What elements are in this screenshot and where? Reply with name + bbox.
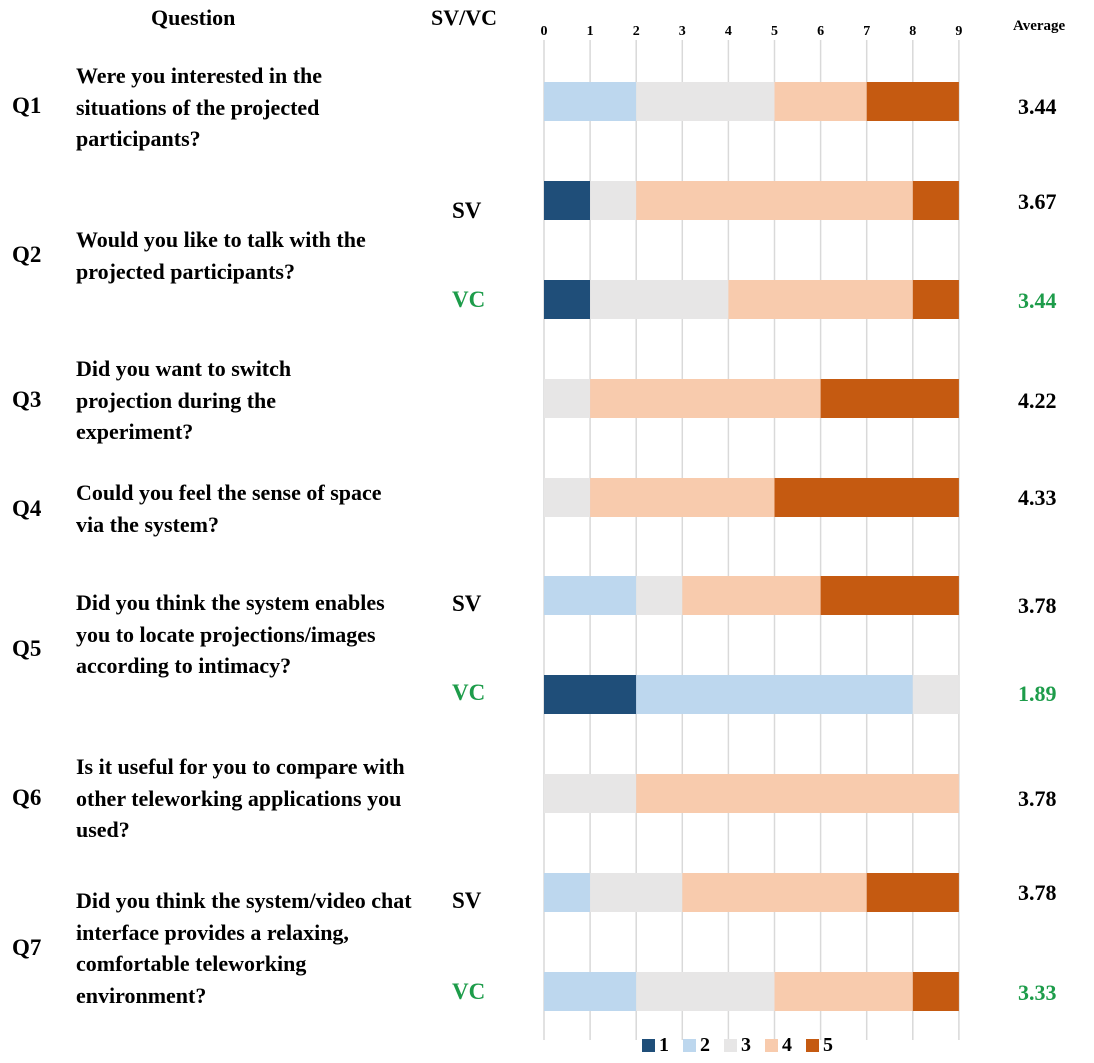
question-text-q1: Were you interested in the situations of… <box>76 63 323 151</box>
condition-label-q7-sv: SV <box>452 888 482 913</box>
bar-q2-sv-rating-3 <box>590 181 637 220</box>
chart-legend: 1 2 3 4 5 <box>642 1034 833 1057</box>
legend-item-2: 2 <box>683 1034 710 1057</box>
legend-item-1: 1 <box>642 1034 669 1057</box>
bar-q7-sv-rating-5 <box>866 873 959 912</box>
question-text-q7: Did you think the system/video chat inte… <box>76 888 412 1008</box>
bar-q4-rating-5 <box>774 478 959 517</box>
bar-q7-vc-rating-2 <box>544 972 637 1011</box>
bar-q3-rating-4 <box>590 379 821 418</box>
average-q5-vc: 1.89 <box>1018 681 1057 706</box>
legend-label-4: 4 <box>782 1034 792 1056</box>
bar-q5-sv-rating-3 <box>636 576 683 615</box>
bar-q2-sv-rating-4 <box>636 181 913 220</box>
question-id-q4: Q4 <box>12 496 42 521</box>
legend-swatch-4 <box>765 1039 778 1052</box>
condition-label-q2-sv: SV <box>452 198 482 223</box>
bar-q1-rating-4 <box>774 82 867 121</box>
average-q1: 3.44 <box>1018 94 1057 119</box>
x-tick-label-4: 4 <box>725 24 732 39</box>
condition-header: SV/VC <box>431 5 498 30</box>
average-header: Average <box>1013 18 1066 34</box>
average-q7-vc: 3.33 <box>1018 980 1057 1005</box>
legend-label-2: 2 <box>700 1034 710 1056</box>
bar-q5-vc-rating-1 <box>544 675 637 714</box>
bar-q2-vc-rating-3 <box>590 280 729 319</box>
question-text-q2: Would you like to talk with the projecte… <box>76 227 366 284</box>
bar-q4-rating-3 <box>544 478 591 517</box>
question-text-q6: Is it useful for you to compare with oth… <box>76 754 405 842</box>
x-tick-label-8: 8 <box>909 24 916 39</box>
question-id-q2: Q2 <box>12 242 42 267</box>
question-id-q1: Q1 <box>12 93 42 118</box>
average-q6: 3.78 <box>1018 786 1057 811</box>
question-text-q3: Did you want to switch projection during… <box>76 356 292 444</box>
x-tick-label-6: 6 <box>817 24 824 39</box>
question-id-q5: Q5 <box>12 636 42 661</box>
question-text-q5: Did you think the system enables you to … <box>76 590 385 678</box>
x-tick-label-5: 5 <box>771 24 778 39</box>
average-q7-sv: 3.78 <box>1018 880 1057 905</box>
question-id-q6: Q6 <box>12 785 42 810</box>
bar-q2-vc-rating-1 <box>544 280 591 319</box>
question-id-q7: Q7 <box>12 935 42 960</box>
bar-q6-rating-3 <box>544 774 637 813</box>
average-q2-sv: 3.67 <box>1018 189 1057 214</box>
bar-q6-rating-4 <box>636 774 959 813</box>
average-q5-sv: 3.78 <box>1018 593 1057 618</box>
legend-item-3: 3 <box>724 1034 751 1057</box>
x-tick-label-0: 0 <box>541 24 548 39</box>
bar-q2-sv-rating-1 <box>544 181 591 220</box>
bar-q5-vc-rating-3 <box>912 675 959 714</box>
question-text-q4: Could you feel the sense of space via th… <box>76 480 382 537</box>
condition-label-q7-vc: VC <box>452 979 486 1004</box>
condition-label-q5-vc: VC <box>452 680 486 705</box>
legend-swatch-3 <box>724 1039 737 1052</box>
bar-q7-sv-rating-2 <box>544 873 591 912</box>
bar-q5-vc-rating-2 <box>636 675 913 714</box>
legend-label-1: 1 <box>659 1034 669 1056</box>
bar-q4-rating-4 <box>590 478 775 517</box>
average-q2-vc: 3.44 <box>1018 288 1057 313</box>
condition-label-q2-vc: VC <box>452 287 486 312</box>
bar-q1-rating-2 <box>544 82 637 121</box>
average-q4: 4.33 <box>1018 485 1057 510</box>
question-header: Question <box>151 5 236 30</box>
bar-q2-vc-rating-4 <box>728 280 913 319</box>
x-tick-label-7: 7 <box>863 24 870 39</box>
question-id-q3: Q3 <box>12 387 42 412</box>
bar-q7-sv-rating-4 <box>682 873 867 912</box>
bar-q7-vc-rating-3 <box>636 972 775 1011</box>
legend-label-3: 3 <box>741 1034 751 1056</box>
legend-item-4: 4 <box>765 1034 792 1057</box>
bar-q7-vc-rating-5 <box>912 972 959 1011</box>
average-q3: 4.22 <box>1018 388 1057 413</box>
bar-q2-sv-rating-5 <box>912 181 959 220</box>
condition-label-q5-sv: SV <box>452 591 482 616</box>
x-tick-label-1: 1 <box>587 24 594 39</box>
legend-item-5: 5 <box>806 1034 833 1057</box>
bar-q1-rating-5 <box>866 82 959 121</box>
legend-swatch-1 <box>642 1039 655 1052</box>
legend-label-5: 5 <box>823 1034 833 1056</box>
x-tick-label-3: 3 <box>679 24 686 39</box>
legend-swatch-2 <box>683 1039 696 1052</box>
bar-q3-rating-3 <box>544 379 591 418</box>
x-tick-label-2: 2 <box>633 24 640 39</box>
bar-q7-vc-rating-4 <box>774 972 913 1011</box>
bar-q5-sv-rating-4 <box>682 576 821 615</box>
bar-q1-rating-3 <box>636 82 775 121</box>
bar-q2-vc-rating-5 <box>912 280 959 319</box>
bar-q5-sv-rating-2 <box>544 576 637 615</box>
legend-swatch-5 <box>806 1039 819 1052</box>
x-tick-label-9: 9 <box>955 24 962 39</box>
bar-q7-sv-rating-3 <box>590 873 683 912</box>
bar-q3-rating-5 <box>820 379 959 418</box>
bar-q5-sv-rating-5 <box>820 576 959 615</box>
